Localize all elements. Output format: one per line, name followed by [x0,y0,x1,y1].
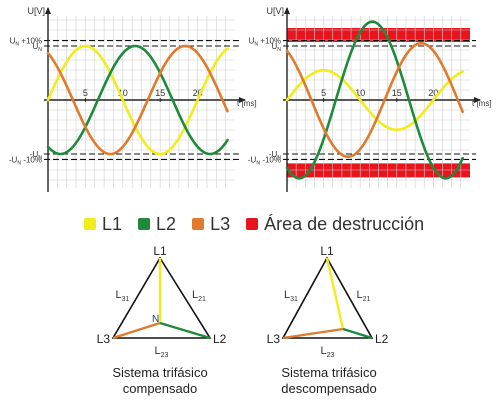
legend-label-destruction: Área de destrucción [264,213,425,234]
triangle-uncompensated-outline [281,256,374,339]
triangle-compensated-vertex-right: L2 [213,332,227,346]
triangle-uncompensated-side-right: L21 [357,289,371,303]
right-chart-group: UN +10%UN -UN-UN -10% U[V] t [ms] 5 10 15 20 [248,6,492,192]
right-xtick-label-20: 20 [428,88,438,98]
left-xtick-label-5: 5 [83,88,88,98]
right-ref-label-pos_plus10: UN +10% [249,37,281,48]
legend: L1 L2 L3 Área de destrucción [84,212,440,236]
left-xlabel: t [ms] [237,99,257,108]
left-ylabel: U[V] [27,6,45,16]
legend-label-l1: L1 [102,213,123,234]
caption-compensated-line1: Sistema trifásico [112,365,208,380]
left-ref-label-pos: UN [32,42,42,53]
triangle-compensated-vertex-top: L1 [153,244,167,258]
right-xtick-label-10: 10 [355,88,365,98]
left-xtick-label-10: 10 [118,88,128,98]
triangle-uncompensated-side-bottom: L23 [321,345,335,359]
triangle-compensated-side-right: L21 [192,289,206,303]
legend-swatch-destruction [246,218,259,230]
legend-label-l3: L3 [210,213,231,234]
triangle-compensated-side-bottom: L23 [155,345,169,359]
right-ref-label-pos: UN [271,42,281,53]
right-x-axis-arrow [474,97,481,103]
legend-swatch-l1 [84,218,96,230]
left-y-axis-arrow [45,7,51,14]
phasor-uncompensated-l3 [282,327,344,340]
caption-compensated: Sistema trifásico compensado [80,365,240,397]
left-ref-label-neg_minus10: -UN -10% [9,155,42,166]
right-series-l2 [285,20,464,180]
triangle-uncompensated: L1 L3 L2 L31 L21 L23 [267,244,389,359]
right-xtick-label-15: 15 [392,88,402,98]
left-x-axis-arrow [239,97,246,103]
caption-uncompensated-line2: descompensado [281,381,377,396]
phasor-uncompensated-l1 [325,257,345,330]
legend-item-l3: L3 [192,214,230,235]
phasor-uncompensated-l2 [342,327,373,340]
right-xtick-label-5: 5 [321,88,326,98]
legend-swatch-l3 [192,218,205,230]
right-y-axis-arrow [284,7,290,14]
right-series-l3 [285,41,464,158]
legend-swatch-l2 [138,218,151,230]
left-series-l2 [46,44,229,156]
legend-label-l2: L2 [156,213,177,234]
triangle-uncompensated-side-left: L31 [284,289,298,303]
left-chart-group: UN +10%UN -UN-UN -10% U[V] t [ms] 5 10 15 20 [9,6,257,192]
right-ylabel: U[V] [266,6,284,16]
triangle-uncompensated-vertex-right: L2 [375,332,389,346]
caption-compensated-line2: compensado [122,381,198,396]
right-series-l1 [285,68,464,132]
legend-item-destruction: Área de destrucción [246,214,424,235]
triangle-compensated: N L1 L3 L2 L31 L21 L23 [97,244,227,359]
triangle-compensated-neutral-label: N [152,314,159,325]
left-ref-label-neg: -UN [30,150,42,161]
triangle-compensated-outline [111,256,212,339]
caption-uncompensated: Sistema trifásico descompensado [249,365,409,397]
right-ref-label-neg: -UN [269,150,281,161]
triangle-uncompensated-vertex-left: L3 [267,332,281,346]
left-ref-label-pos_plus10: UN +10% [10,37,42,48]
legend-item-l2: L2 [138,214,176,235]
triangle-compensated-side-left: L31 [116,289,130,303]
triangle-uncompensated-vertex-top: L1 [320,244,334,258]
caption-uncompensated-line1: Sistema trifásico [281,365,377,380]
right-xlabel: t [ms] [472,99,492,108]
legend-item-l1: L1 [84,214,122,235]
phasor-compensated-l2 [159,321,211,340]
left-xtick-label-15: 15 [155,88,165,98]
left-xtick-label-20: 20 [193,88,203,98]
right-ref-label-neg_minus10: -UN -10% [248,155,281,166]
triangle-compensated-vertex-left: L3 [97,332,111,346]
phasor-compensated-l3 [112,321,161,340]
left-series-l3 [46,44,229,156]
left-series-l1 [46,44,229,156]
